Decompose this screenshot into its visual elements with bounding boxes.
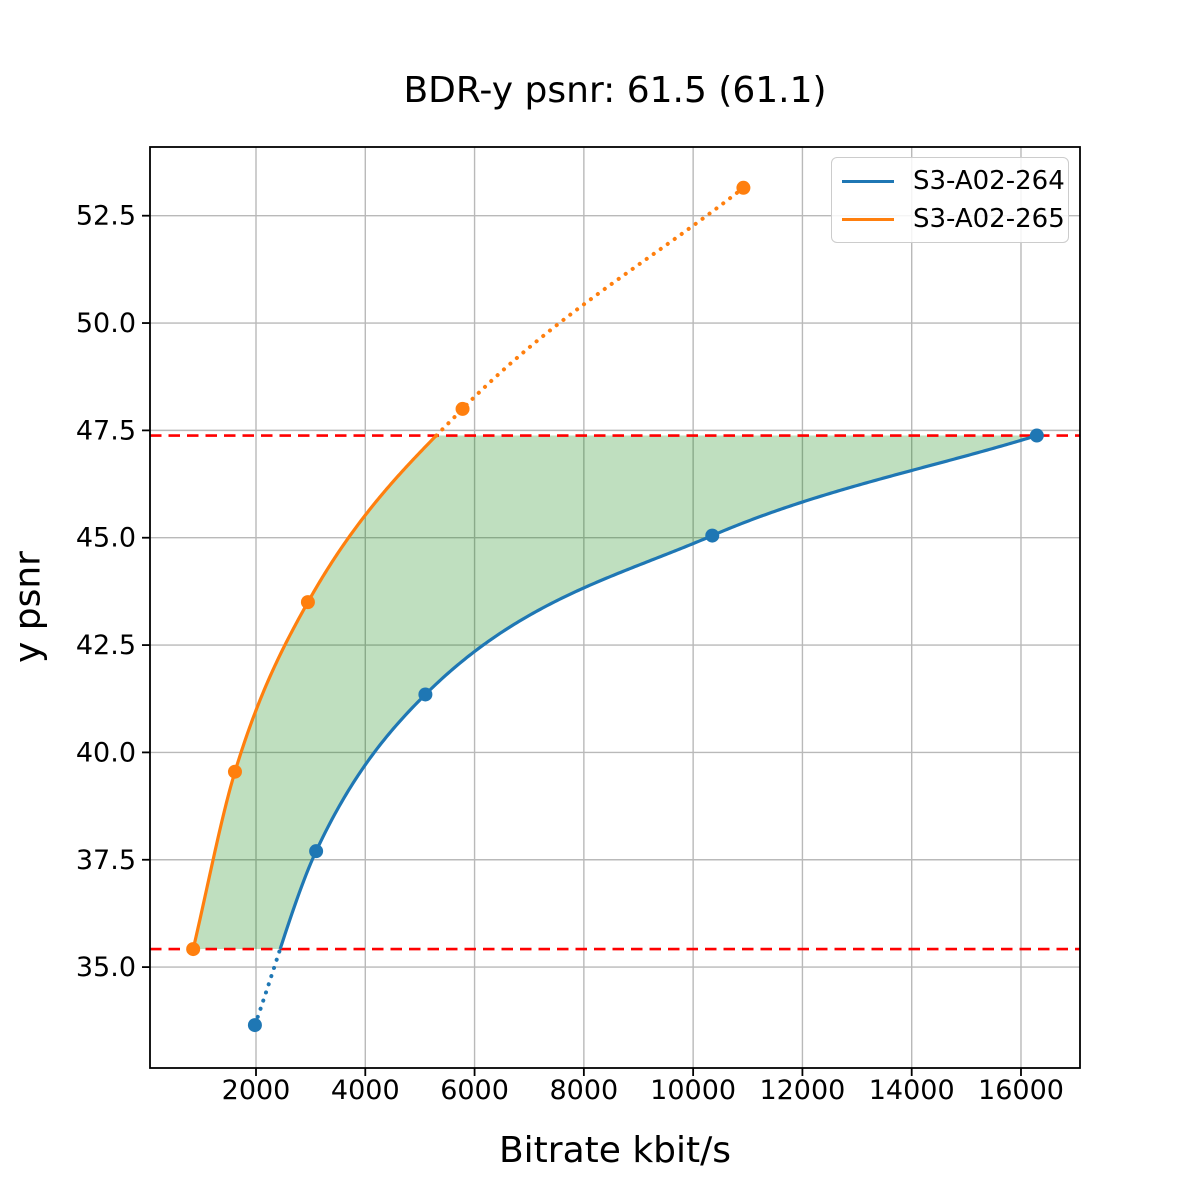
x-tick-label: 10000 [650,1075,736,1106]
y-tick-label: 35.0 [76,952,136,983]
y-tick-label: 52.5 [76,201,136,232]
data-point-marker [309,844,324,859]
legend: S3-A02-264 S3-A02-265 [831,157,1069,243]
x-tick-label: 8000 [549,1075,618,1106]
data-point-marker [705,528,720,543]
series-265-dotted-line [434,185,746,438]
y-tick-label: 42.5 [76,630,136,661]
data-point-marker [186,942,201,957]
y-tick-label: 50.0 [76,308,136,339]
x-tick-label: 14000 [869,1075,955,1106]
legend-entry-s3-a02-265: S3-A02-265 [842,204,1068,234]
data-point-marker [227,764,242,779]
y-tick-label: 47.5 [76,415,136,446]
data-point-marker [418,687,433,702]
series-264-solid-line [278,434,1038,950]
x-tick-label: 12000 [759,1075,845,1106]
series-264-dotted-line [252,947,283,1028]
legend-line-swatch-265 [842,217,894,221]
legend-line-swatch-264 [842,179,894,183]
y-tick-label: 40.0 [76,737,136,768]
legend-entry-s3-a02-264: S3-A02-264 [842,166,1068,196]
data-point-marker [455,401,470,416]
x-tick-label: 16000 [978,1075,1064,1106]
legend-label-265: S3-A02-265 [913,204,1065,234]
data-point-marker [247,1018,262,1033]
chart-title: BDR-y psnr: 61.5 (61.1) [403,70,827,111]
data-point-marker [736,180,751,195]
data-point-marker [1029,428,1044,443]
x-tick-label: 4000 [331,1075,400,1106]
x-tick-label: 2000 [222,1075,291,1106]
y-tick-label: 37.5 [76,845,136,876]
data-point-marker [300,595,315,610]
bd-rate-area [193,435,1037,950]
axes-spines [149,146,1081,1069]
legend-label-264: S3-A02-264 [913,166,1065,196]
x-tick-label: 6000 [440,1075,509,1106]
x-axis-label: Bitrate kbit/s [498,1130,732,1171]
y-tick-label: 45.0 [76,523,136,554]
